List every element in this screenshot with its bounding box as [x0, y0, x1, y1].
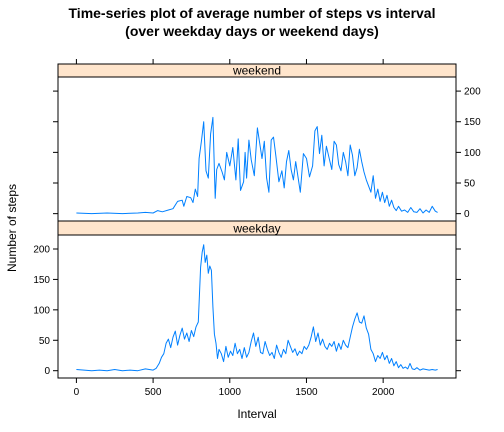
strip-label-weekday: weekday	[232, 222, 280, 236]
y-tick-label-left: 0	[44, 366, 50, 377]
x-tick-label: 2000	[372, 387, 395, 398]
chart-title-line2: (over weekday days or weekend days)	[125, 23, 379, 39]
y-axis-label: Number of steps	[5, 184, 19, 272]
x-tick-label: 0	[74, 387, 80, 398]
y-tick-label-left: 50	[39, 336, 51, 347]
panels-layer: weekend weekday	[57, 63, 457, 379]
series-line-weekday	[76, 244, 438, 372]
panel-frame-weekday	[57, 234, 457, 379]
x-tick-label: 1000	[219, 387, 242, 398]
series-line-weekend	[76, 116, 438, 215]
strip-label-weekend: weekend	[232, 64, 281, 78]
y-tick-label-right: 150	[464, 117, 481, 128]
y-tick-label-right: 50	[464, 179, 476, 190]
x-tick-label: 500	[145, 387, 162, 398]
y-tick-label-left: 100	[33, 305, 50, 316]
y-tick-label-right: 100	[464, 148, 481, 159]
x-tick-label: 1500	[295, 387, 318, 398]
y-tick-label-right: 0	[464, 209, 470, 220]
x-axis-label: Interval	[237, 407, 276, 421]
y-tick-label-right: 200	[464, 87, 481, 98]
y-tick-label-left: 150	[33, 275, 50, 286]
y-tick-label-left: 200	[33, 244, 50, 255]
chart-title-line1: Time-series plot of average number of st…	[69, 5, 436, 21]
panel-frame-weekend	[57, 76, 457, 222]
